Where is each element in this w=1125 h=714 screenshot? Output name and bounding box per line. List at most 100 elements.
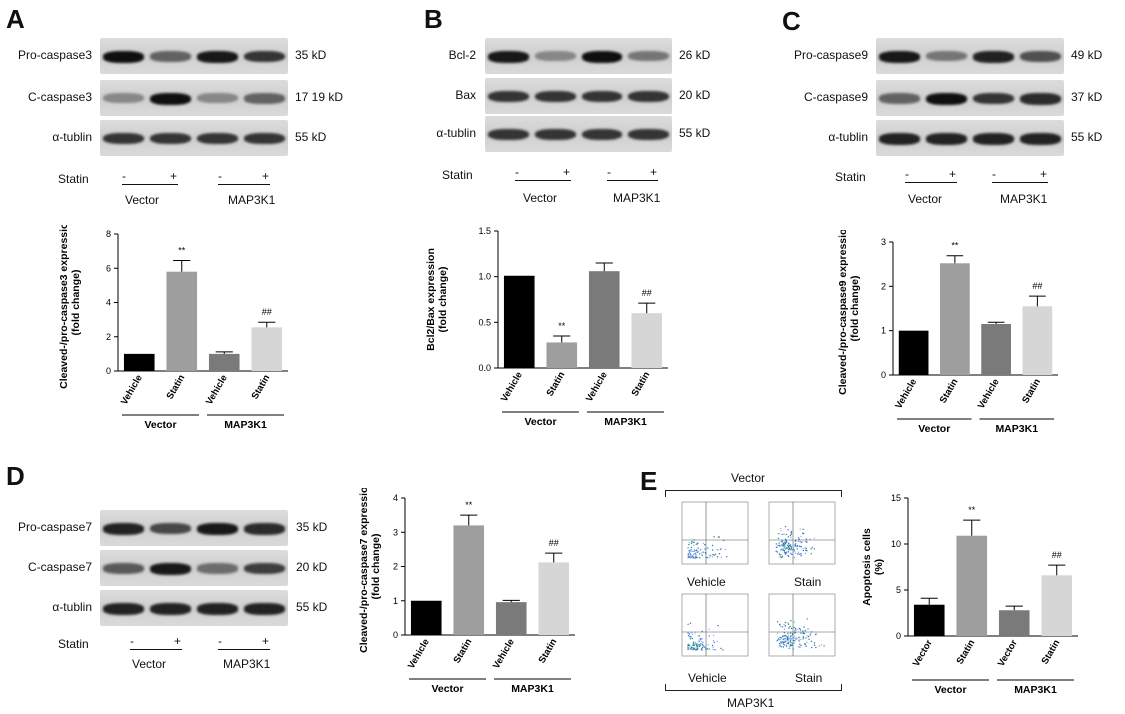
blot-band — [244, 603, 285, 615]
y-axis-label: (fold change) — [849, 276, 861, 342]
category-label: Vehicle — [491, 637, 517, 671]
group-label: Vector — [144, 419, 176, 431]
flow-group-label-top: Vector — [731, 471, 766, 485]
category-label: Statin — [165, 373, 188, 402]
blot-band — [150, 93, 191, 105]
bar — [940, 263, 970, 375]
y-tick-label: 0 — [393, 630, 398, 640]
y-axis-label: Cleaved-/pro-caspase3 expression — [58, 225, 70, 389]
category-label: Statin — [250, 373, 273, 402]
lane-sign: - — [607, 165, 611, 179]
y-tick-label: 4 — [393, 493, 398, 503]
group-label: Vector — [524, 416, 556, 428]
bar — [410, 600, 442, 635]
blot-band — [534, 91, 576, 103]
y-tick-label: 5 — [896, 585, 901, 595]
blot-band — [628, 91, 669, 103]
group-label: Vector — [934, 684, 966, 696]
lane-sign: + — [262, 634, 270, 648]
bar — [503, 275, 535, 368]
blot-band — [1020, 51, 1061, 62]
lane-sign: - — [992, 167, 996, 181]
bar — [166, 271, 198, 371]
lane-group-line — [122, 184, 178, 185]
bar — [1041, 575, 1073, 636]
blot-row-label: α-tublin — [828, 130, 868, 144]
flow-plot-caption: Vehicle — [687, 575, 726, 589]
category-label: Statin — [1020, 377, 1043, 406]
y-tick-label: 6 — [106, 263, 111, 273]
group-label: Vector — [431, 683, 463, 695]
bracket-bottom — [665, 684, 842, 691]
flow-group-label-bottom: MAP3K1 — [727, 696, 775, 710]
blot-band — [150, 563, 191, 575]
blot-band — [488, 51, 529, 63]
y-tick-label: 0.5 — [478, 317, 491, 327]
molecular-weight-label: 49 kD — [1071, 48, 1103, 62]
blot-band — [197, 603, 238, 615]
blot-band — [488, 129, 529, 141]
blot-strip — [876, 80, 1064, 116]
y-tick-label: 0 — [881, 370, 886, 380]
panel-label-c: C — [782, 6, 801, 36]
lane-group-line — [218, 649, 270, 650]
category-label: Vector — [996, 638, 1020, 669]
molecular-weight-label: 26 kD — [679, 48, 711, 62]
bar — [898, 330, 929, 375]
blot-band — [103, 51, 144, 63]
y-tick-label: 0.0 — [478, 363, 491, 373]
molecular-weight-label: 55 kD — [679, 126, 711, 140]
blot-band — [926, 93, 967, 105]
y-axis-label: Cleaved-/pro-caspase7 expression — [358, 488, 370, 653]
lane-sign: - — [130, 634, 134, 648]
blot-row-label: C-caspase3 — [27, 90, 92, 104]
bar — [546, 342, 578, 368]
blot-band — [150, 523, 191, 535]
y-axis-label: Apoptosis cells — [861, 528, 873, 606]
blot-band — [1020, 133, 1061, 145]
y-axis-label: (%) — [873, 559, 885, 575]
molecular-weight-label: 37 kD — [1071, 90, 1103, 104]
lane-sign: + — [949, 167, 957, 181]
flow-scatter-plot — [768, 501, 836, 565]
blot-strip — [485, 38, 672, 74]
flow-scatter-plot — [681, 593, 749, 657]
lane-group-label: Vector — [908, 192, 943, 206]
y-axis-label: (fold change) — [70, 270, 82, 336]
y-axis-label: (fold change) — [370, 534, 382, 600]
statin-row-label: Statin — [835, 170, 866, 184]
blot-row-label: Pro-caspase9 — [793, 48, 868, 62]
group-label: MAP3K1 — [1014, 684, 1057, 696]
blot-band — [244, 51, 285, 63]
significance-marker: ** — [178, 246, 186, 256]
category-label: Statin — [955, 638, 978, 667]
lane-group-label: MAP3K1 — [223, 657, 271, 671]
blot-row-label: α-tublin — [436, 126, 476, 140]
category-label: Vehicle — [204, 373, 230, 407]
blot-band — [150, 603, 191, 615]
bracket-top — [665, 490, 842, 497]
bar — [981, 324, 1011, 375]
significance-marker: ## — [549, 538, 559, 548]
lane-sign: - — [218, 634, 222, 648]
lane-sign: + — [262, 169, 270, 183]
blot-band — [150, 51, 191, 62]
lane-group-line — [905, 182, 957, 183]
category-label: Vehicle — [406, 637, 432, 671]
category-label: Statin — [452, 637, 475, 666]
y-tick-label: 10 — [891, 539, 901, 549]
blot-strip — [876, 120, 1064, 156]
y-tick-label: 0 — [896, 631, 901, 641]
panel-label-e: E — [640, 466, 658, 496]
blot-band — [197, 51, 238, 63]
blot-strip — [100, 120, 288, 156]
lane-sign: + — [1040, 167, 1048, 181]
blot-band — [103, 603, 144, 615]
blot-band — [879, 133, 920, 145]
bar — [251, 327, 283, 371]
lane-group-line — [130, 649, 182, 650]
blot-band — [581, 51, 623, 63]
blot-band — [244, 93, 285, 104]
significance-marker: ## — [1052, 550, 1062, 560]
category-label: Statin — [630, 370, 653, 399]
